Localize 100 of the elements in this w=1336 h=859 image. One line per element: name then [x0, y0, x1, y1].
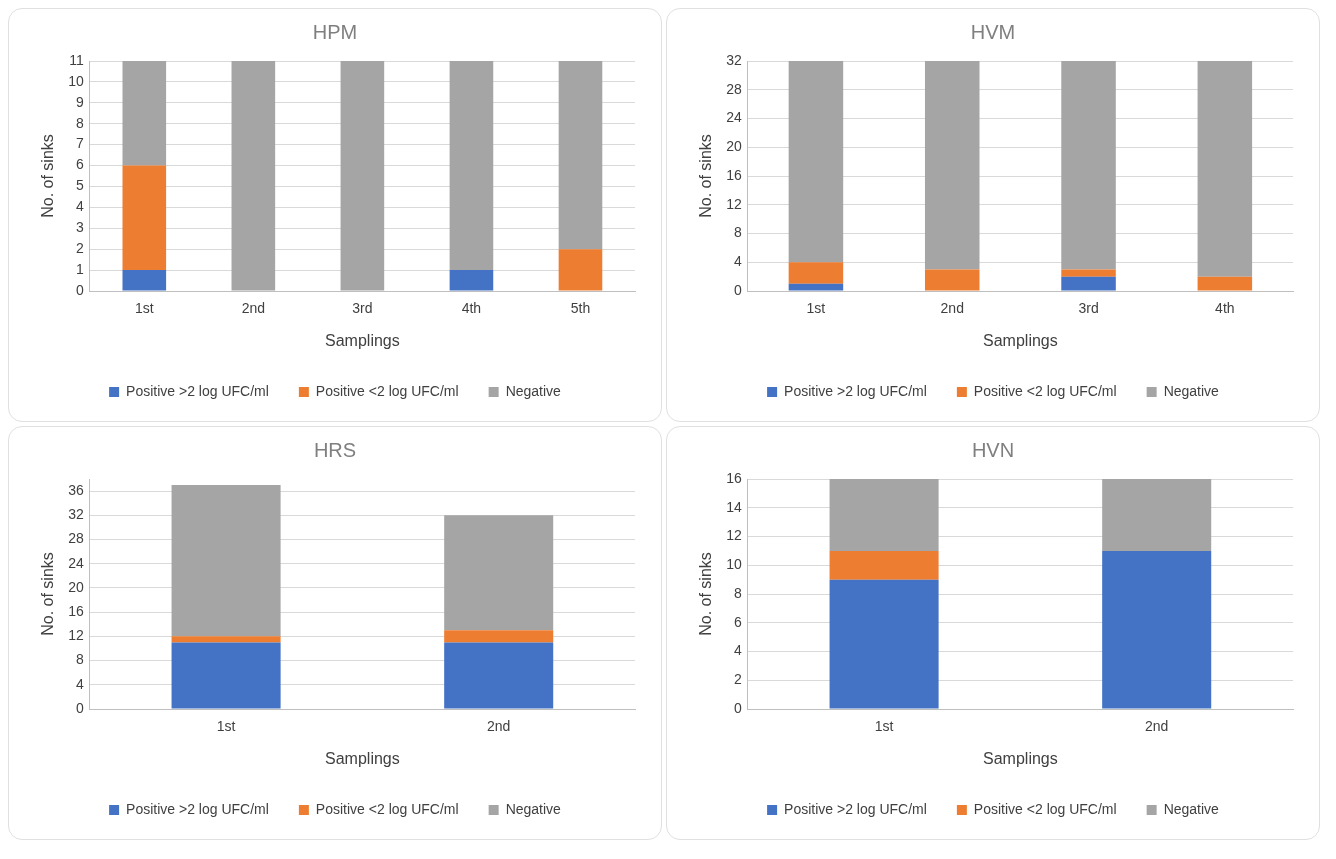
legend-label: Positive >2 log UFC/ml: [126, 382, 269, 399]
bar: [444, 515, 554, 631]
y-tick-label: 4: [733, 642, 742, 659]
legend-label: Negative: [505, 800, 562, 817]
chart-title: HVN: [971, 438, 1015, 461]
bar: [171, 642, 281, 709]
bar: [340, 61, 385, 291]
legend-label: Negative: [1163, 382, 1220, 399]
y-tick-label: 28: [68, 530, 84, 547]
bar: [558, 249, 603, 291]
bar: [788, 283, 844, 291]
bar: [924, 61, 980, 270]
y-tick-label: 20: [726, 138, 742, 155]
x-axis-title: Samplings: [983, 749, 1058, 767]
legend-label: Positive >2 log UFC/ml: [784, 800, 927, 817]
bar: [1061, 269, 1116, 277]
bar: [444, 642, 554, 709]
y-tick-label: 36: [68, 481, 84, 498]
y-tick-label: 11: [69, 51, 84, 68]
legend-label: Positive <2 log UFC/ml: [315, 382, 459, 399]
bar: [558, 61, 603, 250]
y-tick-label: 8: [75, 651, 84, 668]
bar: [122, 61, 167, 166]
bar: [1061, 276, 1116, 291]
y-tick-label: 0: [733, 281, 742, 298]
y-tick-label: 6: [75, 156, 84, 173]
x-tick-label: 3rd: [1078, 300, 1099, 317]
y-tick-label: 0: [733, 699, 742, 716]
y-tick-label: 24: [68, 554, 84, 571]
y-tick-label: 1: [75, 260, 84, 277]
bar: [788, 262, 844, 284]
bar: [171, 636, 281, 643]
x-tick-label: 3rd: [352, 300, 373, 317]
x-tick-label: 5th: [570, 300, 591, 317]
bar: [122, 165, 167, 271]
y-tick-label: 28: [726, 80, 742, 97]
bar: [444, 630, 554, 643]
y-tick-label: 20: [68, 578, 84, 595]
bar: [449, 61, 494, 271]
bar: [171, 485, 281, 637]
y-axis-title: No. of sinks: [697, 552, 715, 636]
bar: [924, 269, 980, 291]
x-tick-label: 1st: [216, 718, 236, 735]
x-tick-label: 2nd: [241, 300, 266, 317]
y-tick-label: 4: [75, 675, 84, 692]
bar: [231, 61, 276, 291]
y-axis-title: No. of sinks: [697, 134, 715, 218]
x-tick-label: 4th: [1215, 300, 1235, 317]
bar: [1102, 479, 1212, 551]
y-tick-label: 3: [75, 219, 84, 236]
y-tick-label: 16: [68, 603, 84, 620]
chart-title: HRS: [313, 438, 357, 461]
y-tick-label: 8: [733, 584, 742, 601]
y-tick-label: 10: [726, 556, 742, 573]
y-tick-label: 4: [75, 198, 84, 215]
y-tick-label: 0: [75, 281, 84, 298]
legend-label: Positive <2 log UFC/ml: [973, 382, 1117, 399]
bar: [788, 61, 844, 263]
y-tick-label: 7: [75, 135, 84, 152]
bar: [1102, 550, 1212, 709]
bar: [1061, 61, 1116, 270]
y-tick-label: 6: [733, 613, 742, 630]
y-tick-label: 8: [733, 224, 742, 241]
y-axis-title: No. of sinks: [39, 552, 57, 636]
y-axis-title: No. of sinks: [39, 134, 57, 218]
y-tick-label: 10: [68, 72, 84, 89]
legend-label: Positive <2 log UFC/ml: [315, 800, 459, 817]
y-tick-label: 9: [75, 93, 84, 110]
y-tick-label: 16: [726, 166, 742, 183]
legend-label: Positive <2 log UFC/ml: [973, 800, 1117, 817]
legend-label: Negative: [1163, 800, 1220, 817]
x-axis-title: Samplings: [983, 331, 1058, 349]
y-tick-label: 2: [75, 240, 84, 257]
y-tick-label: 12: [726, 527, 742, 544]
y-tick-label: 5: [75, 177, 84, 194]
y-tick-label: 4: [733, 253, 742, 270]
legend-label: Positive >2 log UFC/ml: [784, 382, 927, 399]
y-tick-label: 12: [68, 627, 84, 644]
y-tick-label: 32: [726, 51, 742, 68]
y-tick-label: 14: [726, 498, 742, 515]
bar: [829, 479, 939, 551]
chart-title: HVM: [970, 20, 1016, 43]
x-tick-label: 1st: [874, 718, 894, 735]
y-tick-label: 24: [726, 109, 742, 126]
x-tick-label: 2nd: [1145, 718, 1169, 735]
x-axis-title: Samplings: [325, 749, 400, 767]
legend-label: Positive >2 log UFC/ml: [126, 800, 269, 817]
y-tick-label: 12: [726, 195, 742, 212]
chart-title: HPM: [312, 20, 358, 43]
y-tick-label: 2: [733, 671, 742, 688]
bar: [829, 550, 939, 580]
x-tick-label: 1st: [134, 300, 154, 317]
x-axis-title: Samplings: [325, 331, 400, 349]
y-tick-label: 32: [68, 506, 84, 523]
y-tick-label: 8: [75, 114, 84, 131]
legend-label: Negative: [505, 382, 562, 399]
bar: [1197, 276, 1253, 291]
bar: [1197, 61, 1253, 277]
bar: [122, 270, 167, 291]
bar: [829, 579, 939, 709]
